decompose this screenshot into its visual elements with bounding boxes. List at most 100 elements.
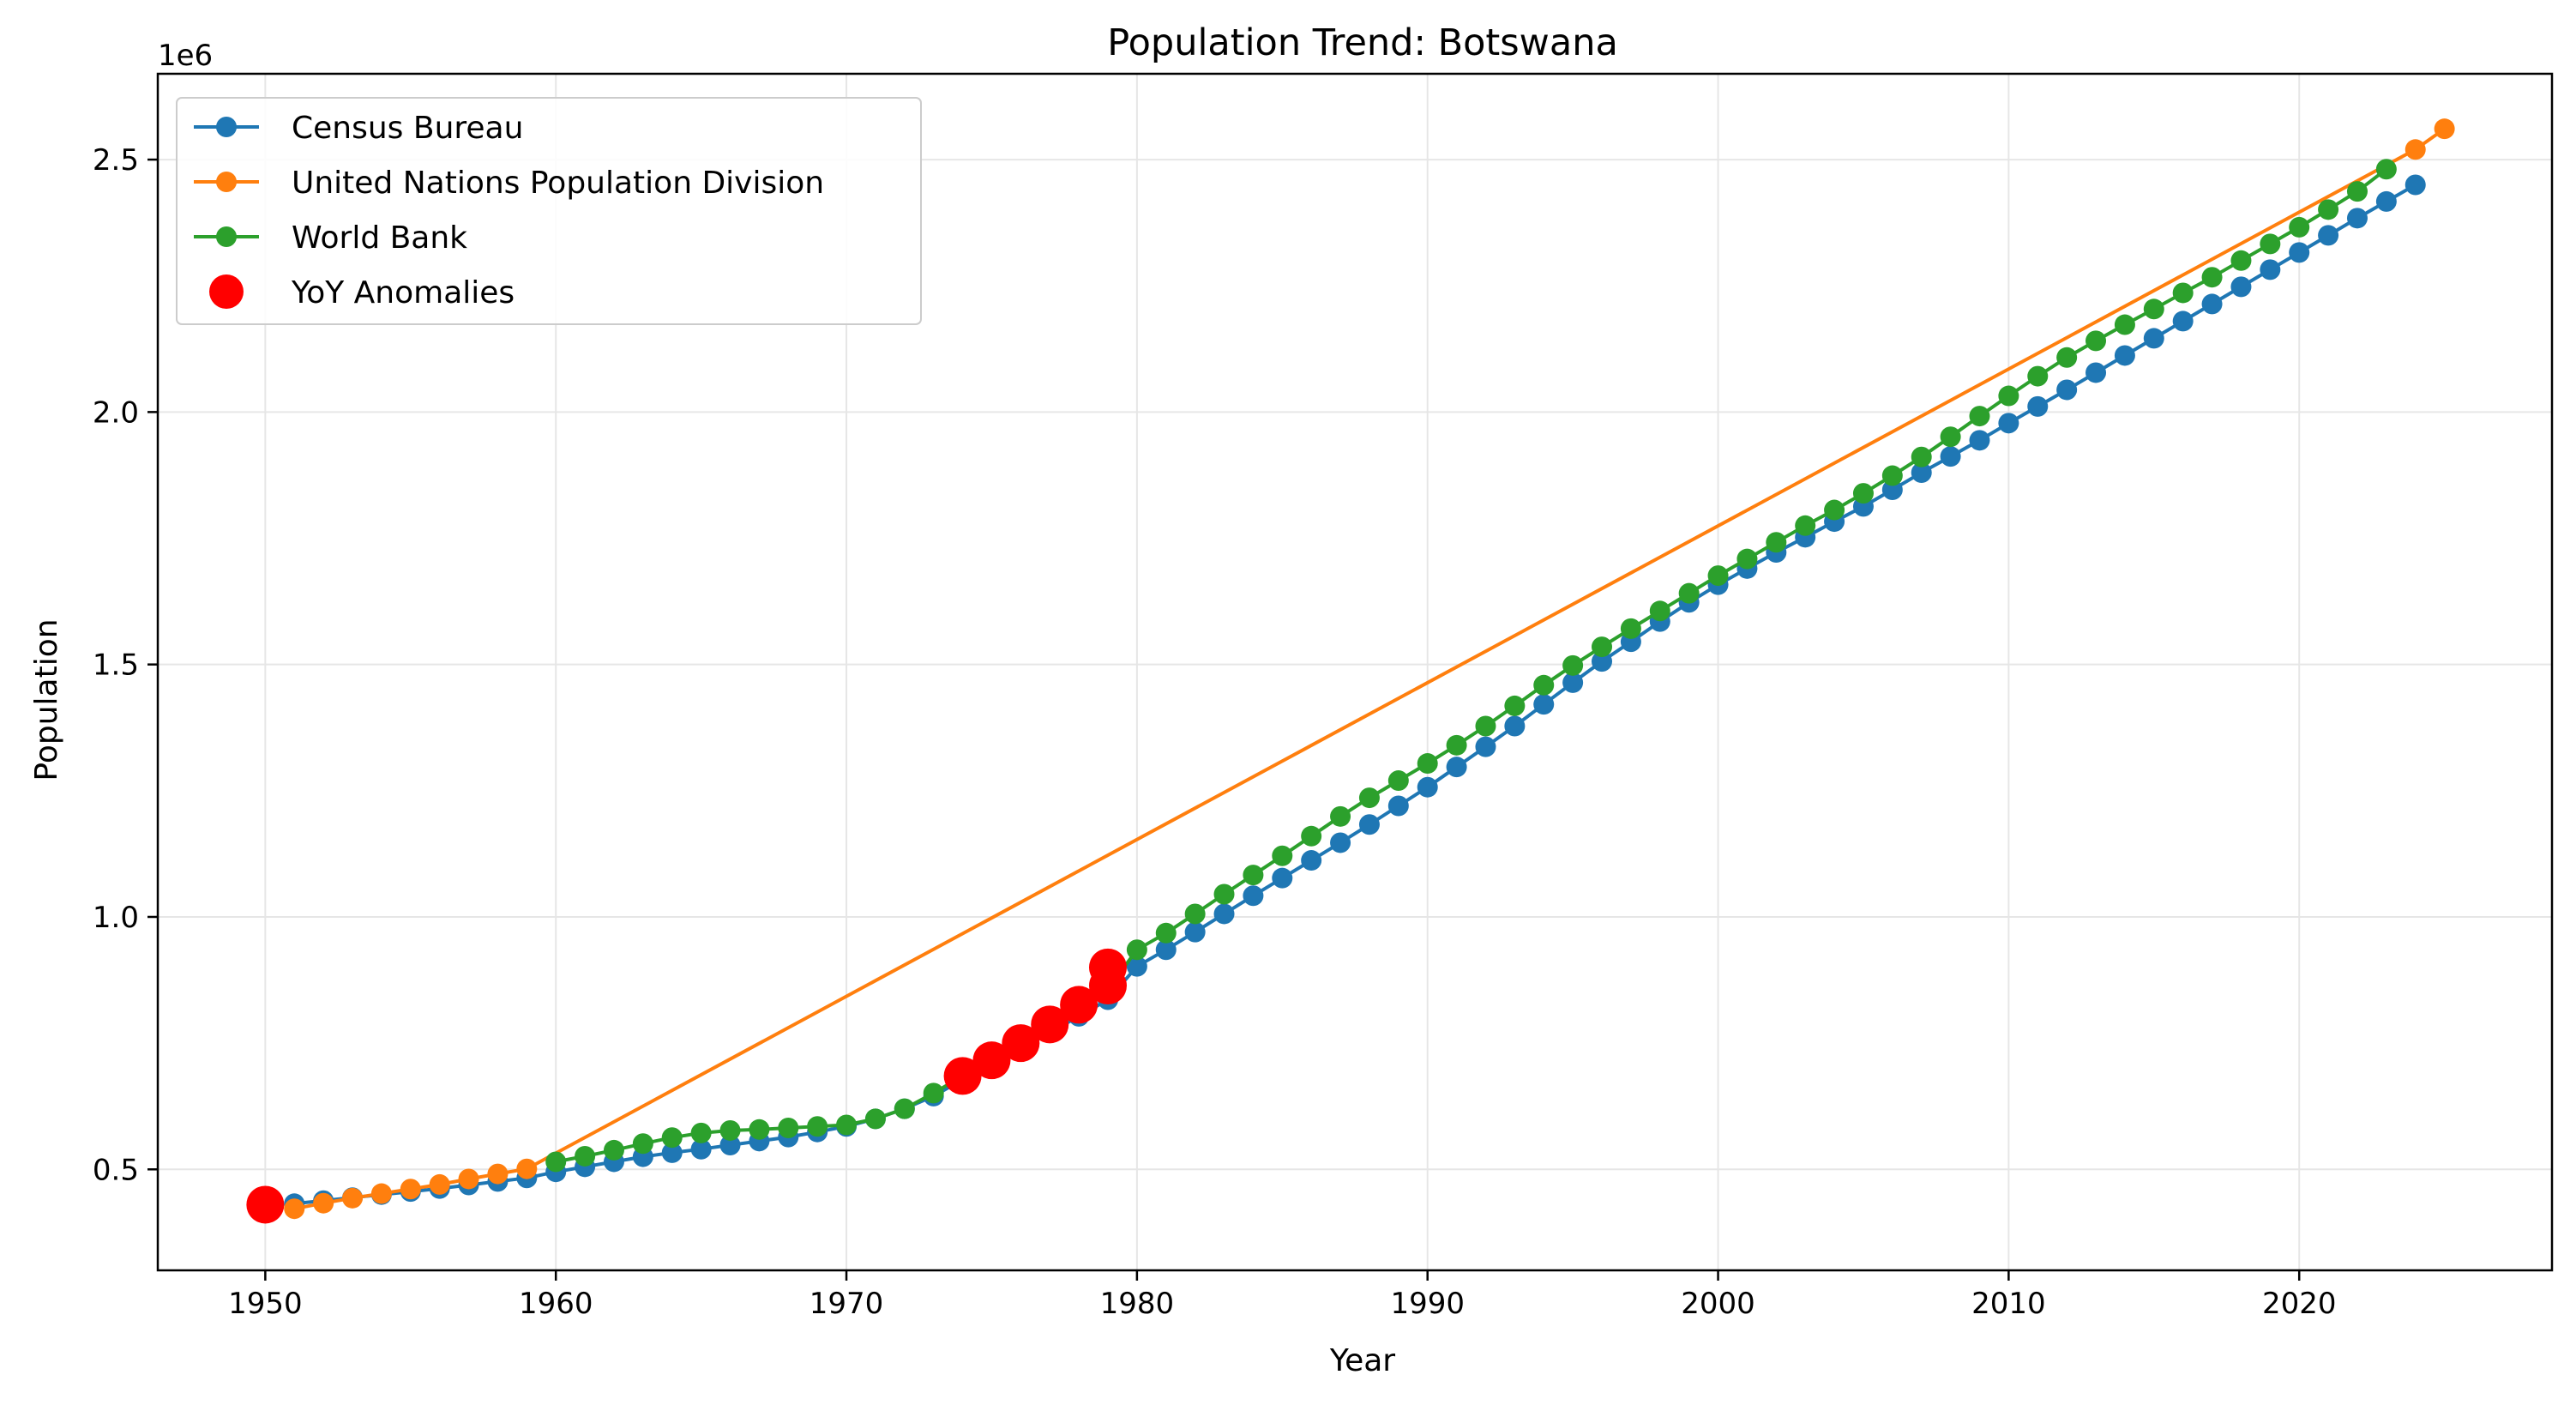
data-point [778,1118,799,1139]
data-point [1417,753,1438,775]
data-point [2143,298,2164,320]
anomaly-point [246,1185,285,1224]
data-point [2289,242,2310,263]
data-point [313,1192,334,1214]
data-point [370,1183,392,1204]
data-point [2027,395,2049,417]
data-point [1795,515,1816,536]
data-point [1766,532,1787,553]
data-point [400,1179,421,1200]
data-point [1504,695,1526,716]
data-point [429,1173,450,1195]
data-point [458,1168,479,1190]
data-point [545,1151,567,1173]
data-point [2114,314,2135,335]
data-point [1592,636,1613,658]
legend-item: Census Bureau [194,111,523,146]
y-tick-label: 0.5 [93,1153,139,1187]
data-point [284,1198,305,1220]
data-point [2027,365,2049,387]
data-point [2172,282,2194,304]
data-point [2260,233,2281,255]
x-tick-label: 1960 [519,1287,593,1321]
data-point [923,1082,944,1104]
data-point [1998,385,2019,407]
data-point [1881,465,1903,486]
y-tick-label: 2.5 [93,143,139,178]
data-point [2143,328,2164,349]
data-point [1387,770,1409,792]
data-point [2085,362,2107,383]
series-line [555,167,2388,1164]
data-point [1969,430,1990,451]
data-point [807,1116,828,1137]
data-point [719,1119,741,1141]
legend-label: World Bank [292,220,467,256]
chart-title: Population Trend: Botswana [1107,21,1618,64]
legend-item: United Nations Population Division [194,166,824,201]
data-point [1562,654,1584,676]
legend-marker [216,117,237,137]
data-point [1155,922,1177,944]
data-point [661,1127,683,1149]
x-axis-label: Year [1329,1343,1395,1378]
series-1 [284,118,2455,1220]
data-point [1940,426,1961,448]
data-point [1184,903,1206,925]
data-point [1969,406,1990,427]
data-point [2230,276,2252,298]
data-point [1678,582,1700,604]
data-point [661,1142,683,1163]
series-3 [246,948,1127,1224]
anomaly-point [972,1041,1011,1080]
data-point [1301,825,1322,847]
data-point [2318,199,2339,220]
plot-frame [156,72,2554,1272]
data-point [690,1138,712,1160]
data-point [1911,446,1932,467]
data-point [836,1114,858,1136]
legend: Census Bureau United Nations Population D… [176,97,922,325]
data-point [1562,672,1584,693]
data-point [1417,776,1438,798]
data-point [2172,311,2194,332]
data-point [2404,174,2426,196]
data-point [1155,939,1177,961]
data-point [1446,734,1467,756]
y-tick-label: 1.0 [93,901,139,935]
legend-label: Census Bureau [292,111,523,146]
data-point [1301,850,1322,871]
y-tick-label: 2.0 [93,395,139,430]
data-point [516,1158,538,1179]
legend-box [176,97,922,325]
data-point [1592,651,1613,672]
data-point [690,1122,712,1143]
data-point [1824,499,1845,521]
data-point [1911,462,1932,483]
data-point [2434,118,2455,140]
data-point [632,1133,653,1155]
data-point [2230,250,2252,271]
data-point [1358,814,1380,835]
data-point [1126,939,1147,961]
legend-item: YoY Anomalies [209,274,515,311]
anomaly-point [943,1057,982,1095]
data-point [1707,565,1729,587]
data-point [1126,956,1147,977]
data-point [1533,694,1555,715]
x-tick-label: 2010 [1971,1287,2046,1321]
data-point [2318,225,2339,246]
data-point [1533,674,1555,696]
x-tick-label: 1980 [1100,1287,1175,1321]
y-tick-label: 1.5 [93,648,139,683]
x-tick-label: 1950 [228,1287,303,1321]
data-point [1475,736,1496,757]
x-tick-label: 1990 [1390,1287,1465,1321]
data-point [1852,483,1874,504]
legend-label: YoY Anomalies [291,275,515,311]
data-point [1446,757,1467,778]
data-point [1272,867,1293,889]
data-point [575,1145,596,1167]
legend-marker [216,172,237,192]
